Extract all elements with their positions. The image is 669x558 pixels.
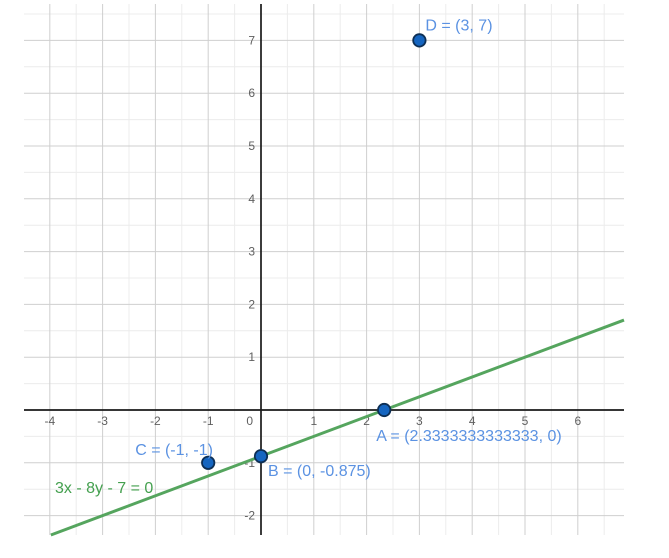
x-tick-label: -3 <box>97 414 108 428</box>
point-D[interactable] <box>412 33 427 48</box>
y-tick-label: 2 <box>248 297 255 311</box>
x-tick-label: 3 <box>416 414 423 428</box>
y-tick-label: 1 <box>248 350 255 364</box>
y-tick-label: -2 <box>244 509 255 523</box>
x-tick-label: 5 <box>522 414 529 428</box>
point-label-A: A = (2.3333333333333, 0) <box>376 428 562 445</box>
x-tick-label: 2 <box>363 414 370 428</box>
x-tick-label: 6 <box>574 414 581 428</box>
y-tick-label: 7 <box>248 33 255 47</box>
point-label-B: B = (0, -0.875) <box>268 463 371 480</box>
x-tick-label: 4 <box>469 414 476 428</box>
x-tick-label: -2 <box>150 414 161 428</box>
y-tick-label: 5 <box>248 139 255 153</box>
point-A[interactable] <box>377 402 392 418</box>
x-tick-label: 1 <box>310 414 317 428</box>
origin-tick-label: 0 <box>246 414 253 428</box>
y-tick-label: -1 <box>244 456 255 470</box>
y-tick-label: 4 <box>248 192 255 206</box>
point-C[interactable] <box>201 455 216 470</box>
line-equation-label: 3x - 8y - 7 = 0 <box>55 480 153 497</box>
point-B[interactable] <box>253 449 269 464</box>
point-label-C: C = (-1, -1) <box>135 442 213 459</box>
point-label-D: D = (3, 7) <box>425 17 492 34</box>
y-tick-label: 6 <box>248 86 255 100</box>
x-tick-label: -1 <box>203 414 214 428</box>
x-tick-label: -4 <box>44 414 55 428</box>
line-3x-8y-7[interactable] <box>50 318 625 537</box>
y-tick-label: 3 <box>248 245 255 259</box>
